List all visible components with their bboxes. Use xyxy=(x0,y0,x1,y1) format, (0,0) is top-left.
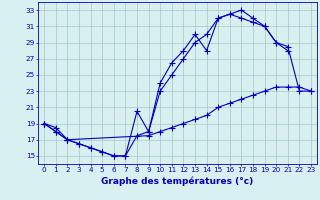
X-axis label: Graphe des températures (°c): Graphe des températures (°c) xyxy=(101,176,254,186)
